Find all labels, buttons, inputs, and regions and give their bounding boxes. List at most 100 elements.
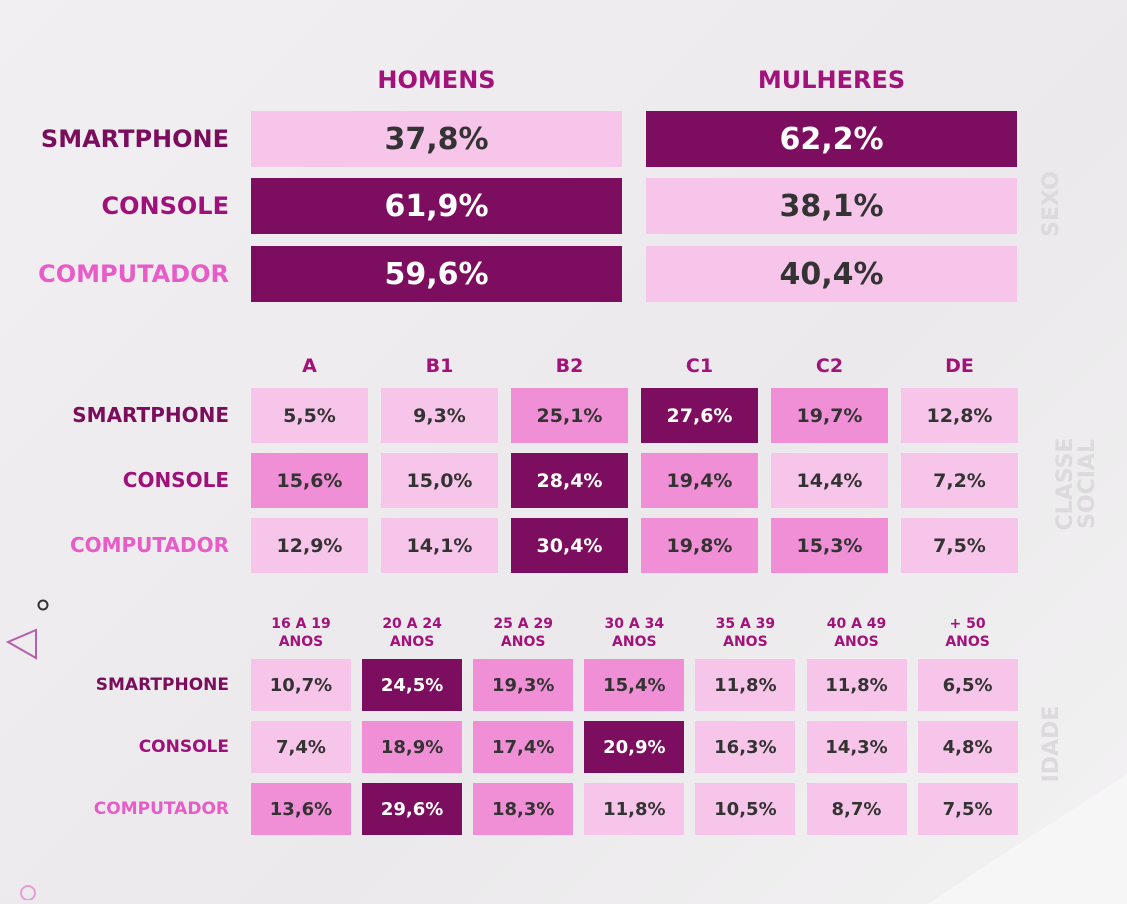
column-header-line: ANOS <box>834 634 879 651</box>
data-cell: 19,8% <box>641 518 758 573</box>
row-label-console: CONSOLE <box>138 737 229 757</box>
row-label-console: CONSOLE <box>101 192 229 220</box>
column-header-line: ANOS <box>500 634 546 651</box>
data-cell: 5,5% <box>251 388 368 443</box>
column-header: C2 <box>771 353 888 380</box>
data-cell: 15,3% <box>771 518 888 573</box>
data-cell: 11,8% <box>695 659 796 711</box>
column-header: + 50 ANOS <box>918 615 1018 651</box>
data-cell: 37,8% <box>251 111 622 167</box>
data-cell: 15,6% <box>251 453 368 508</box>
column-header-line: ANOS <box>945 634 990 651</box>
circle-icon <box>37 599 49 611</box>
data-cell: 27,6% <box>641 388 758 443</box>
data-cell: 7,5% <box>901 518 1018 573</box>
data-cell: 14,4% <box>771 453 888 508</box>
column-header-line: 25 A 29 <box>493 616 553 632</box>
data-cell: 14,1% <box>381 518 498 573</box>
data-cell: 7,2% <box>901 453 1018 508</box>
row-label-smartphone: SMARTPHONE <box>72 403 229 427</box>
data-cell: 12,8% <box>901 388 1018 443</box>
data-cell: 59,6% <box>251 246 622 302</box>
data-cell: 19,7% <box>771 388 888 443</box>
circle-icon <box>20 885 36 900</box>
column-header-line: HOMENS <box>377 66 496 94</box>
data-cell: 18,3% <box>473 783 574 835</box>
data-cell: 62,2% <box>646 111 1017 167</box>
side-label-sexo: SEXO <box>1039 171 1064 237</box>
column-header-line: DE <box>945 355 974 377</box>
data-cell: 18,9% <box>362 721 463 773</box>
data-cell: 11,8% <box>584 783 685 835</box>
column-header: 25 A 29 ANOS <box>473 615 573 651</box>
row-label-smartphone: SMARTPHONE <box>40 125 229 153</box>
side-label-line: SOCIAL <box>1075 439 1100 529</box>
column-header-line: 40 A 49 <box>826 616 887 632</box>
data-cell: 24,5% <box>362 659 463 711</box>
row-label-computador: COMPUTADOR <box>69 533 229 557</box>
data-cell: 38,1% <box>646 178 1017 234</box>
data-cell: 20,9% <box>584 721 685 773</box>
data-cell: 40,4% <box>646 246 1017 302</box>
column-header: A <box>251 353 368 380</box>
data-cell: 15,4% <box>584 659 685 711</box>
column-header: 16 A 19 ANOS <box>251 615 351 651</box>
column-header: 40 A 49 ANOS <box>807 615 907 651</box>
column-header-line: 16 A 19 <box>271 616 331 632</box>
data-cell: 11,8% <box>806 659 907 711</box>
column-header-line: 35 A 39 <box>715 616 776 632</box>
column-header-line: B2 <box>555 355 584 377</box>
column-header-line: 30 A 34 <box>604 616 665 632</box>
data-cell: 14,3% <box>806 721 907 773</box>
triangle-icon <box>5 628 37 660</box>
data-cell: 30,4% <box>511 518 628 573</box>
column-header-line: C2 <box>815 355 844 377</box>
data-cell: 61,9% <box>251 178 622 234</box>
column-header-line: ANOS <box>612 634 657 651</box>
data-cell: 19,4% <box>641 453 758 508</box>
column-header-line: 20 A 24 <box>382 616 442 632</box>
column-header: B1 <box>381 353 498 380</box>
data-cell: 17,4% <box>473 721 574 773</box>
decorative-shapes <box>5 599 49 900</box>
column-header: DE <box>901 353 1018 380</box>
data-cell: 25,1% <box>511 388 628 443</box>
data-cell: 15,0% <box>381 453 498 508</box>
column-header-line: ANOS <box>389 634 435 651</box>
column-header: 20 A 24 ANOS <box>362 615 462 651</box>
row-label-console: CONSOLE <box>122 468 229 492</box>
data-cell: 28,4% <box>511 453 628 508</box>
column-header: MULHERES <box>646 64 1017 98</box>
data-cell: 16,3% <box>695 721 796 773</box>
data-cell: 19,3% <box>473 659 574 711</box>
data-cell: 8,7% <box>806 783 907 835</box>
data-cell: 9,3% <box>381 388 498 443</box>
column-header-line: ANOS <box>278 634 324 651</box>
column-header-line: B1 <box>425 355 454 377</box>
data-cell: 7,4% <box>251 721 351 773</box>
column-header-line: A <box>302 355 317 377</box>
side-label-idade: IDADE <box>1039 705 1064 783</box>
column-header-line: C1 <box>685 355 714 377</box>
column-header-line: ANOS <box>723 634 768 651</box>
side-label-classe-social: CLASSE SOCIAL <box>1053 409 1100 559</box>
column-header-line: + 50 <box>949 616 986 632</box>
side-label-line: CLASSE <box>1053 437 1078 531</box>
column-header: HOMENS <box>251 64 622 98</box>
data-cell: 10,7% <box>251 659 351 711</box>
row-label-computador: COMPUTADOR <box>38 260 229 288</box>
column-header-line: MULHERES <box>757 66 906 94</box>
row-label-smartphone: SMARTPHONE <box>95 675 229 695</box>
row-label-computador: COMPUTADOR <box>93 799 229 819</box>
column-header: 35 A 39 ANOS <box>695 615 795 651</box>
column-header: 30 A 34 ANOS <box>584 615 684 651</box>
column-header: B2 <box>511 353 628 380</box>
data-cell: 6,5% <box>917 659 1018 711</box>
data-cell: 12,9% <box>251 518 368 573</box>
data-cell: 13,6% <box>251 783 351 835</box>
data-cell: 4,8% <box>917 721 1018 773</box>
data-cell: 10,5% <box>695 783 796 835</box>
data-cell: 29,6% <box>362 783 463 835</box>
data-cell: 7,5% <box>917 783 1018 835</box>
column-header: C1 <box>641 353 758 380</box>
